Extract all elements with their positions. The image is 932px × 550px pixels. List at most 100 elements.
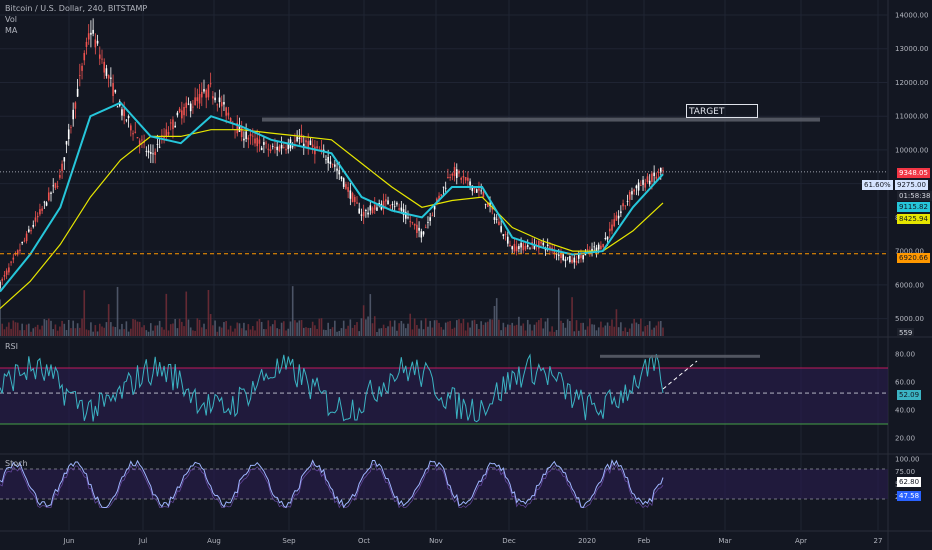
ma-fast-tag: 9115.82: [897, 202, 930, 212]
volume-bar: [76, 323, 79, 336]
volume-bar: [189, 327, 192, 336]
candle-body: [455, 169, 458, 178]
candle-body: [307, 141, 310, 149]
rsi-tick-label: 60.00: [895, 379, 915, 387]
volume-bar: [391, 326, 394, 336]
volume-bar: [187, 319, 190, 336]
volume-bar: [640, 318, 642, 336]
rsi-projection-arrow: [662, 360, 698, 390]
price-tick-label: 14000.00: [895, 12, 928, 20]
stoch-tick-label: 100.00: [895, 456, 920, 464]
candle-body: [203, 89, 205, 92]
volume-bar: [50, 320, 52, 336]
candle-body: [613, 219, 616, 227]
volume-bar: [469, 327, 471, 336]
volume-bar: [606, 322, 609, 336]
volume-bar: [207, 289, 210, 336]
time-tick-label: Jul: [138, 537, 148, 545]
candle-body: [582, 255, 584, 260]
target-annotation[interactable]: TARGET: [686, 104, 758, 118]
volume-bar: [172, 323, 174, 336]
volume-bar: [238, 323, 241, 336]
symbol-title[interactable]: Bitcoin / U.S. Dollar, 240, BITSTAMP: [5, 4, 148, 13]
candle-body: [52, 185, 55, 187]
rsi-pane-label[interactable]: RSI: [5, 342, 18, 351]
candle-body: [487, 202, 489, 207]
volume-bar: [274, 320, 276, 336]
volume-bar: [98, 323, 101, 336]
candle-body: [5, 270, 8, 275]
candle-body: [87, 33, 90, 40]
candle-body: [495, 218, 498, 220]
candle-body: [460, 177, 463, 180]
volume-bar: [289, 321, 292, 336]
ma-indicator-label[interactable]: MA: [5, 26, 18, 35]
volume-bar: [611, 319, 613, 336]
volume-bar: [263, 329, 265, 336]
candle-body: [644, 182, 647, 188]
time-axis[interactable]: Jun Jul Aug Sep Oct Nov Dec 2020 Feb Mar Apr 27: [63, 537, 883, 545]
volume-bar: [25, 324, 28, 336]
volume-bar: [642, 331, 644, 336]
volume-bar: [584, 329, 587, 336]
candle-body: [549, 246, 551, 250]
candle-body: [469, 181, 471, 186]
indicator-lines: [0, 101, 888, 509]
volume-bar: [471, 320, 474, 336]
drawing-tools[interactable]: [262, 117, 820, 390]
volume-bar: [16, 322, 19, 336]
volume-bar: [566, 319, 569, 336]
candle-body: [491, 207, 494, 210]
volume-bar: [424, 318, 427, 336]
candle-body: [156, 144, 159, 145]
candle-body: [127, 116, 130, 119]
candle-body: [176, 112, 179, 116]
volume-bar: [580, 322, 582, 336]
candle-body: [385, 199, 387, 202]
candle-body: [296, 136, 298, 142]
candle-body: [404, 211, 407, 219]
volume-bar: [546, 318, 549, 336]
candle-body: [493, 217, 496, 220]
volume-bar: [602, 327, 604, 336]
candle-body: [178, 108, 181, 112]
volume-bar: [635, 322, 638, 336]
volume-indicator-label[interactable]: Vol: [5, 15, 17, 24]
volume-bar: [540, 318, 542, 336]
candle-body: [287, 142, 290, 150]
candle-body: [212, 96, 214, 99]
volume-bar: [149, 323, 152, 336]
volume-bar: [325, 330, 327, 336]
volume-bar: [376, 331, 378, 336]
volume-bar: [260, 321, 263, 336]
volume-bar: [258, 319, 261, 336]
volume-bar: [385, 327, 387, 336]
volume-bar: [320, 318, 323, 336]
candle-body: [327, 157, 329, 164]
stoch-pane-label[interactable]: Stoch: [5, 459, 28, 468]
volume-bar: [511, 322, 514, 336]
volume-bar: [345, 328, 347, 336]
volume-bar: [176, 328, 179, 336]
volume-bar: [285, 330, 287, 336]
volume-bar: [67, 319, 70, 336]
volume-bar: [0, 299, 1, 336]
volume-bar: [305, 327, 307, 336]
candle-body: [345, 184, 347, 189]
volume-bar: [591, 324, 593, 336]
candle-body: [189, 103, 192, 112]
candle-body: [471, 185, 474, 192]
candle-body: [518, 246, 520, 250]
candle-body: [389, 204, 392, 206]
candle-body: [640, 185, 642, 186]
candle-body: [16, 250, 19, 255]
volume-bar: [158, 320, 161, 336]
candle-body: [134, 131, 137, 133]
volume-bar: [553, 331, 556, 336]
volume-bar: [506, 324, 509, 336]
candle-body: [420, 231, 423, 238]
candle-body: [542, 242, 545, 246]
candle-body: [478, 188, 480, 191]
volume-bar: [39, 329, 41, 336]
